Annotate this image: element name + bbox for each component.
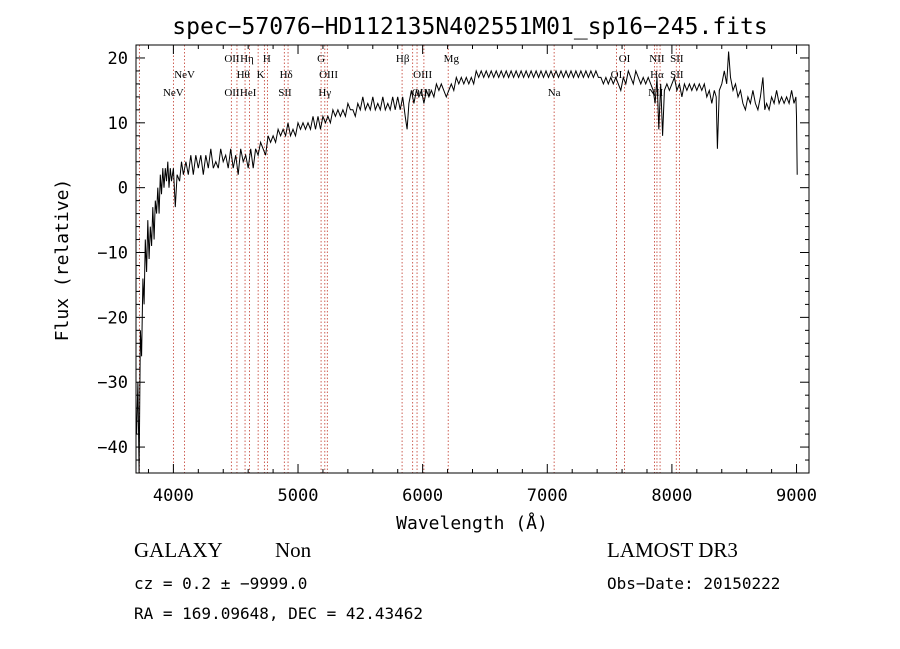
line-label: Hγ	[318, 87, 331, 99]
obs-date: Obs−Date: 20150222	[607, 574, 780, 593]
line-label: Hθ	[237, 69, 250, 81]
line-label: SII	[670, 53, 684, 65]
y-tick-label: 10	[108, 114, 128, 134]
x-tick-label: 4000	[153, 486, 194, 506]
line-label: OIII	[413, 69, 432, 81]
line-label: Mg	[444, 53, 460, 65]
x-tick-label: 7000	[527, 486, 568, 506]
y-tick-label: −20	[97, 308, 128, 328]
line-label: K	[257, 69, 265, 81]
spectral-line-markers	[138, 45, 680, 473]
y-tick-label: −40	[97, 438, 128, 458]
line-label: OII	[224, 87, 240, 99]
line-label: NeV	[163, 87, 184, 99]
cz-value: cz = 0.2 ± −9999.0	[134, 574, 307, 593]
line-label: G	[317, 53, 325, 65]
line-label: NeV	[174, 69, 195, 81]
x-tick-label: 6000	[402, 486, 443, 506]
object-subclass: Non	[275, 538, 312, 562]
line-label: SII	[670, 69, 684, 81]
line-label: NII	[649, 53, 665, 65]
line-label: OI	[611, 69, 623, 81]
y-tick-label: −30	[97, 373, 128, 393]
line-label: Hδ	[280, 69, 293, 81]
line-label: SII	[278, 87, 292, 99]
line-label: HeI	[240, 87, 257, 99]
line-label: Hη	[240, 53, 254, 65]
y-tick-label: 20	[108, 49, 128, 69]
y-tick-label: 0	[118, 179, 128, 199]
object-class: GALAXY	[134, 538, 223, 562]
line-label: OIII	[319, 69, 338, 81]
flux-series-line	[136, 51, 798, 474]
chart-title: spec−57076−HD112135N402551M01_sp16−245.f…	[172, 14, 767, 40]
x-tick-label: 5000	[278, 486, 319, 506]
line-label: H	[263, 53, 271, 65]
line-label: OII	[224, 53, 240, 65]
y-axis-label: Flux (relative)	[52, 179, 73, 342]
x-axis-ticks: 4000 5000 6000 7000 8000 9000	[147, 45, 817, 506]
y-tick-label: −10	[97, 244, 128, 264]
x-tick-label: 8000	[651, 486, 692, 506]
line-label: Hα	[650, 69, 664, 81]
survey-name: LAMOST DR3	[607, 538, 738, 562]
y-axis-ticks: 20 10 0 −10 −20 −30 −40	[97, 44, 809, 461]
line-label: Na	[548, 87, 561, 99]
x-tick-label: 9000	[776, 486, 817, 506]
line-label: OI	[619, 53, 631, 65]
line-label: Hβ	[396, 53, 410, 65]
x-axis-label: Wavelength (Å)	[396, 512, 548, 534]
ra-dec-value: RA = 169.09648, DEC = 42.43462	[134, 604, 423, 623]
